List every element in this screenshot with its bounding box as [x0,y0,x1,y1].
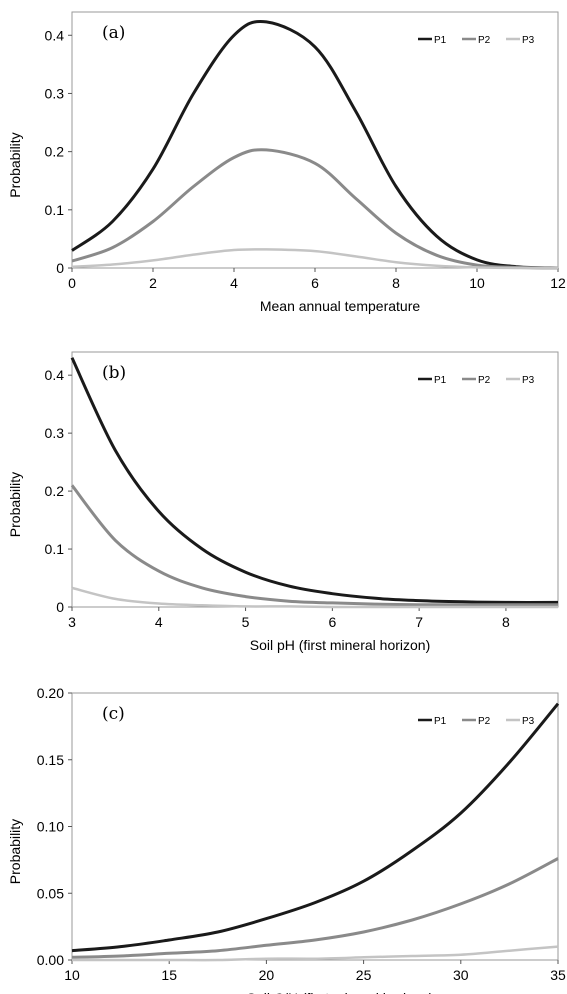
legend-label-p2: P2 [478,716,491,727]
y-tick-label: 0.00 [37,952,64,968]
series-line-p2 [71,857,559,959]
chart-panel-1: 0 2 4 6 8 10 12 0 0.1 0.2 0.3 0.4 Mean annual temper… [7,11,566,314]
y-tick-label: 0 [56,599,64,615]
y-tick-label: 0.1 [45,541,65,557]
legend-label-p1: P1 [434,716,447,727]
legend-label-p3: P3 [522,716,535,727]
x-tick-label: 6 [311,275,319,291]
x-tick-label: 0 [68,275,76,291]
x-tick-label: 12 [550,275,566,291]
series-line-p1 [70,357,559,604]
y-tick-label: 0.4 [45,367,65,383]
y-tick-label: 0.05 [37,885,64,901]
series-line-p1 [71,19,559,270]
series-line-p2 [70,484,558,607]
x-axis-title: Soil C/N (first mineral horizon) [247,990,434,994]
x-tick-label: 7 [415,614,423,630]
x-tick-label: 25 [356,967,372,983]
x-tick-label: 30 [453,967,469,983]
chart-panel-2: 3 4 5 6 7 8 0 0.1 0.2 0.3 0.4 Soil pH (first minera… [7,351,559,653]
legend-label-p1: P1 [434,375,447,386]
y-axis-title: Probability [7,472,23,537]
x-tick-label: 10 [64,967,80,983]
plot-frame [71,11,559,269]
legend-label-p3: P3 [522,375,535,386]
x-tick-label: 4 [230,275,238,291]
legend-label-p1: P1 [434,35,447,46]
panel-label: (a) [102,23,125,43]
y-tick-label: 0 [56,260,64,276]
x-tick-label: 15 [161,967,177,983]
x-tick-label: 8 [392,275,400,291]
y-tick-label: 0.1 [45,202,65,218]
panel-label: (c) [102,704,125,724]
y-axis-title: Probability [7,132,23,197]
x-tick-label: 20 [259,967,275,983]
y-tick-label: 0.15 [37,752,64,768]
legend-label-p2: P2 [478,375,491,386]
panel-label: (b) [102,363,126,383]
y-tick-label: 0.4 [45,27,65,43]
x-tick-label: 10 [469,275,485,291]
x-axis-title: Mean annual temperature [260,298,421,314]
plot-frame [71,692,559,961]
y-axis-title: Probability [7,819,23,884]
x-tick-label: 8 [502,614,510,630]
x-tick-label: 4 [155,614,163,630]
chart-panel-3: 10 15 20 25 30 35 0.00 0.05 0.10 0.15 0.20 Soil C/N… [7,685,566,994]
y-tick-label: 0.20 [37,685,64,701]
plot-frame [71,351,559,608]
y-tick-label: 0.3 [45,425,65,441]
legend-label-p3: P3 [522,35,535,46]
x-tick-label: 35 [550,967,566,983]
x-tick-label: 3 [68,614,76,630]
series-line-p2 [71,148,559,270]
series-line-p1 [71,702,560,953]
x-tick-label: 2 [149,275,157,291]
legend-label-p2: P2 [478,35,491,46]
y-tick-label: 0.2 [45,483,65,499]
series-line-p3 [71,586,558,609]
y-tick-label: 0.10 [37,819,64,835]
y-tick-label: 0.2 [45,144,65,160]
x-axis-title: Soil pH (first mineral horizon) [250,637,431,653]
x-tick-label: 5 [242,614,250,630]
x-tick-label: 6 [328,614,336,630]
y-tick-label: 0.3 [45,85,65,101]
series-line-p3 [71,248,559,270]
series-line-p3 [72,945,559,962]
